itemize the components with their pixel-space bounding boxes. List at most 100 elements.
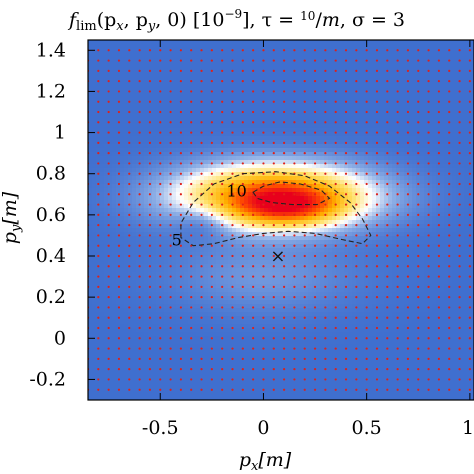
heatmap-cell — [424, 72, 429, 77]
heatmap-cell — [100, 48, 105, 53]
heatmap-cell — [400, 120, 405, 125]
heatmap-cell — [332, 152, 337, 157]
heatmap-cell — [88, 144, 93, 149]
heatmap-cell — [304, 68, 309, 73]
heatmap-cell — [88, 112, 93, 117]
heatmap-cell — [248, 52, 253, 57]
heatmap-cell — [264, 184, 269, 189]
heatmap-cell — [240, 176, 245, 181]
heatmap-cell — [204, 128, 209, 133]
heatmap-cell — [308, 204, 313, 209]
heatmap-cell — [108, 196, 113, 201]
heatmap-cell — [292, 156, 297, 161]
heatmap-cell — [344, 156, 349, 161]
heatmap-cell — [460, 164, 465, 169]
heatmap-cell — [368, 220, 373, 225]
heatmap-cell — [204, 96, 209, 101]
heatmap-cell — [176, 156, 181, 161]
heatmap-cell — [464, 196, 469, 201]
heatmap-cell — [132, 164, 137, 169]
heatmap-cell — [88, 212, 93, 217]
heatmap-cell — [184, 156, 189, 161]
heatmap-cell — [424, 76, 429, 81]
heatmap-cell — [380, 120, 385, 125]
heatmap-cell — [392, 100, 397, 105]
heatmap-cell — [304, 108, 309, 113]
heatmap-cell — [300, 112, 305, 117]
heatmap-cell — [404, 116, 409, 121]
heatmap-cell — [356, 188, 361, 193]
heatmap-cell — [456, 200, 461, 205]
heatmap-cell — [424, 176, 429, 181]
heatmap-cell — [248, 156, 253, 161]
heatmap-cell — [208, 220, 213, 225]
heatmap-cell — [224, 188, 229, 193]
heatmap-cell — [412, 160, 417, 165]
heatmap-cell — [244, 132, 249, 137]
heatmap-cell — [316, 168, 321, 173]
heatmap-cell — [152, 220, 157, 225]
heatmap-cell — [268, 40, 273, 45]
heatmap-cell — [308, 164, 313, 169]
heatmap-cell — [120, 208, 125, 213]
heatmap-cell — [420, 84, 425, 89]
heatmap-cell — [340, 152, 345, 157]
heatmap-cell — [180, 56, 185, 61]
heatmap-cell — [272, 188, 277, 193]
heatmap-cell — [340, 144, 345, 149]
heatmap-cell — [300, 160, 305, 165]
heatmap-cell — [468, 164, 473, 169]
heatmap-cell — [184, 72, 189, 77]
heatmap-cell — [124, 52, 129, 57]
heatmap-cell — [452, 148, 457, 153]
heatmap-cell — [88, 148, 93, 153]
heatmap-cell — [432, 168, 437, 173]
heatmap-cell — [260, 200, 265, 205]
heatmap-cell — [156, 128, 161, 133]
heatmap-cell — [320, 132, 325, 137]
heatmap-cell — [272, 116, 277, 121]
heatmap-cell — [316, 60, 321, 65]
heatmap-cell — [420, 92, 425, 97]
heatmap-cell — [184, 68, 189, 73]
heatmap-cell — [392, 156, 397, 161]
heatmap-cell — [92, 64, 97, 69]
heatmap-cell — [244, 164, 249, 169]
heatmap-cell — [256, 80, 261, 85]
heatmap-cell — [468, 168, 473, 173]
heatmap-cell — [176, 168, 181, 173]
heatmap-cell — [220, 156, 225, 161]
heatmap-cell — [324, 216, 329, 221]
heatmap-cell — [376, 140, 381, 145]
heatmap-cell — [416, 180, 421, 185]
heatmap-cell — [164, 120, 169, 125]
heatmap-cell — [452, 208, 457, 213]
heatmap-cell — [468, 232, 473, 237]
heatmap-cell — [320, 188, 325, 193]
heatmap-cell — [456, 72, 461, 77]
heatmap-cell — [444, 140, 449, 145]
heatmap-cell — [208, 204, 213, 209]
heatmap-cell — [456, 68, 461, 73]
heatmap-cell — [96, 236, 101, 241]
heatmap-cell — [232, 116, 237, 121]
heatmap-cell — [296, 188, 301, 193]
heatmap-cell — [352, 116, 357, 121]
heatmap-cell — [288, 88, 293, 93]
heatmap-cell — [120, 160, 125, 165]
heatmap-cell — [316, 204, 321, 209]
heatmap-cell — [420, 216, 425, 221]
heatmap-cell — [248, 60, 253, 65]
heatmap-cell — [180, 80, 185, 85]
heatmap-cell — [420, 148, 425, 153]
heatmap-cell — [236, 196, 241, 201]
heatmap-cell — [448, 212, 453, 217]
heatmap-cell — [436, 124, 441, 129]
heatmap-cell — [340, 196, 345, 201]
heatmap-cell — [152, 52, 157, 57]
heatmap-cell — [224, 100, 229, 105]
heatmap-cell — [304, 76, 309, 81]
heatmap-cell — [248, 172, 253, 177]
heatmap-cell — [368, 204, 373, 209]
heatmap-cell — [436, 84, 441, 89]
